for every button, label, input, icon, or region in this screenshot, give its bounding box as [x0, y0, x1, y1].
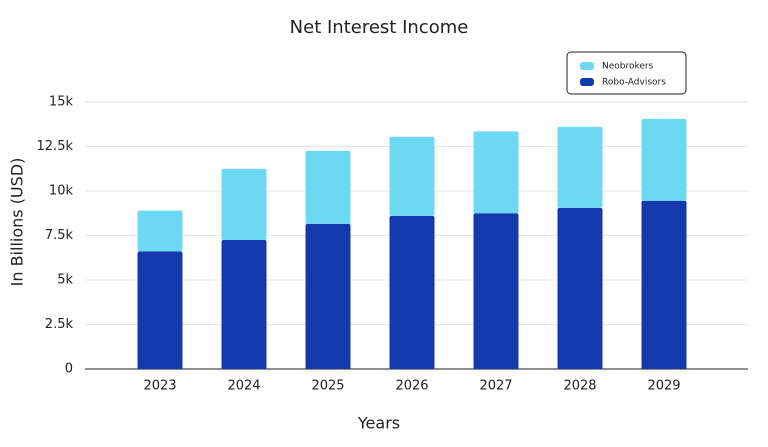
bar-segment [221, 239, 267, 369]
chart-title: Net Interest Income [290, 17, 469, 38]
bar-segment [641, 200, 687, 369]
bar-segment [641, 118, 687, 201]
bar-segment [305, 223, 351, 369]
bar-segment [557, 126, 603, 208]
legend-label: Robo-Advisors [602, 78, 666, 88]
x-axis-label: Years [357, 414, 400, 433]
y-tick-label: 12.5k [37, 139, 74, 154]
bar-segment [305, 150, 351, 224]
y-tick-label: 5k [57, 273, 73, 288]
x-tick-label: 2025 [311, 379, 344, 394]
bar-segment [557, 207, 603, 369]
x-tick-label: 2028 [563, 379, 596, 394]
legend-swatch [580, 78, 594, 86]
bar-segment [473, 213, 519, 369]
y-tick-label: 10k [49, 184, 74, 199]
bar-segment [389, 215, 435, 369]
bar-segment [137, 251, 183, 369]
x-tick-label: 2026 [395, 379, 428, 394]
x-tick-label: 2023 [143, 379, 176, 394]
bar-segment [473, 131, 519, 214]
bar-segment [221, 168, 267, 240]
bar-segment [137, 210, 183, 252]
legend-box [566, 51, 687, 95]
y-tick-label: 0 [65, 362, 73, 377]
legend-label: Neobrokers [602, 62, 654, 72]
y-axis-label: In Billions (USD) [8, 158, 27, 287]
y-tick-label: 7.5k [45, 228, 74, 243]
x-tick-label: 2024 [227, 379, 260, 394]
y-tick-label: 2.5k [45, 317, 74, 332]
x-tick-label: 2029 [647, 379, 680, 394]
legend-swatch [580, 62, 594, 70]
bar-segment [389, 136, 435, 216]
y-tick-label: 15k [49, 95, 74, 110]
x-tick-label: 2027 [479, 379, 512, 394]
